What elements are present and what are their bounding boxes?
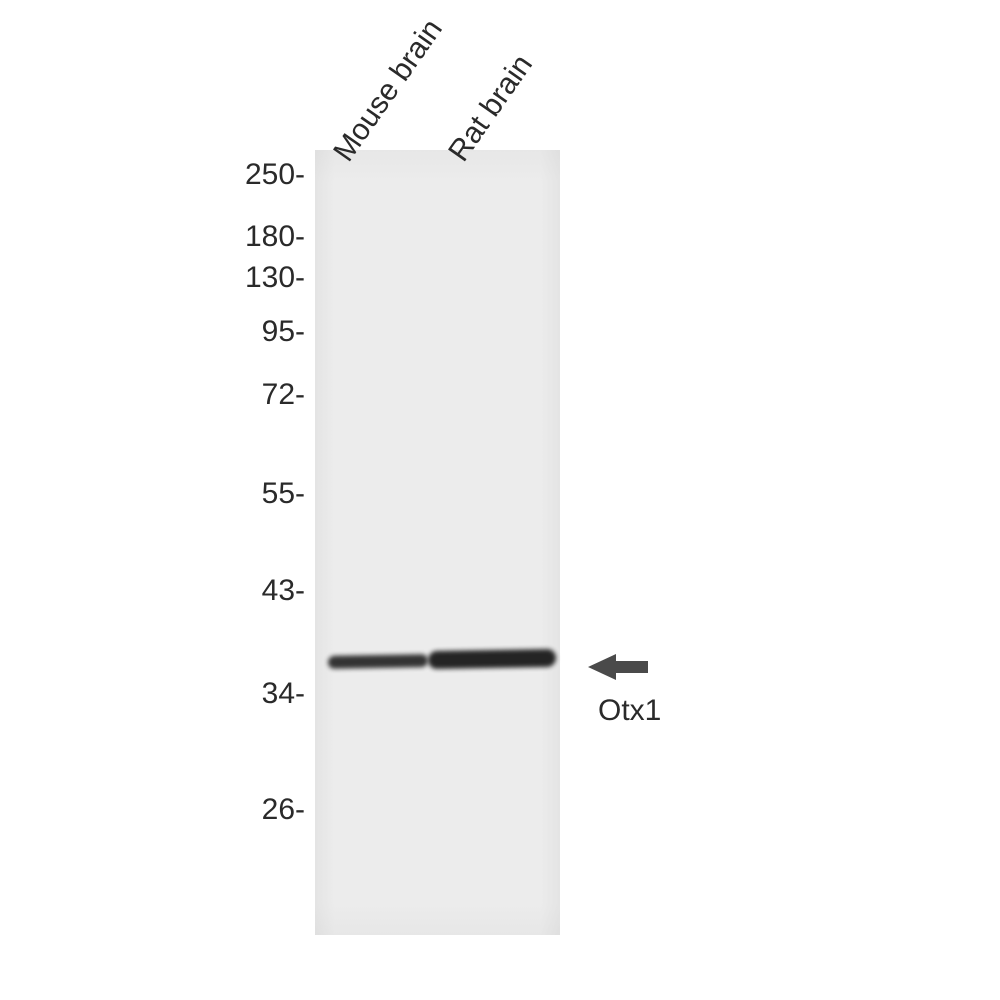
band-arrow-icon [588,652,648,682]
band [328,654,428,669]
band [428,649,556,669]
marker-label: 43- [262,574,305,608]
marker-label: 130- [245,261,305,295]
marker-label: 26- [262,793,305,827]
marker-label: 180- [245,220,305,254]
marker-label: 72- [262,378,305,412]
marker-label: 250- [245,158,305,192]
marker-label: 55- [262,477,305,511]
marker-label: 34- [262,677,305,711]
blot-membrane [0,0,1000,1000]
protein-label: Otx1 [598,694,661,728]
blot-rect-v [315,150,560,935]
marker-label: 95- [262,315,305,349]
